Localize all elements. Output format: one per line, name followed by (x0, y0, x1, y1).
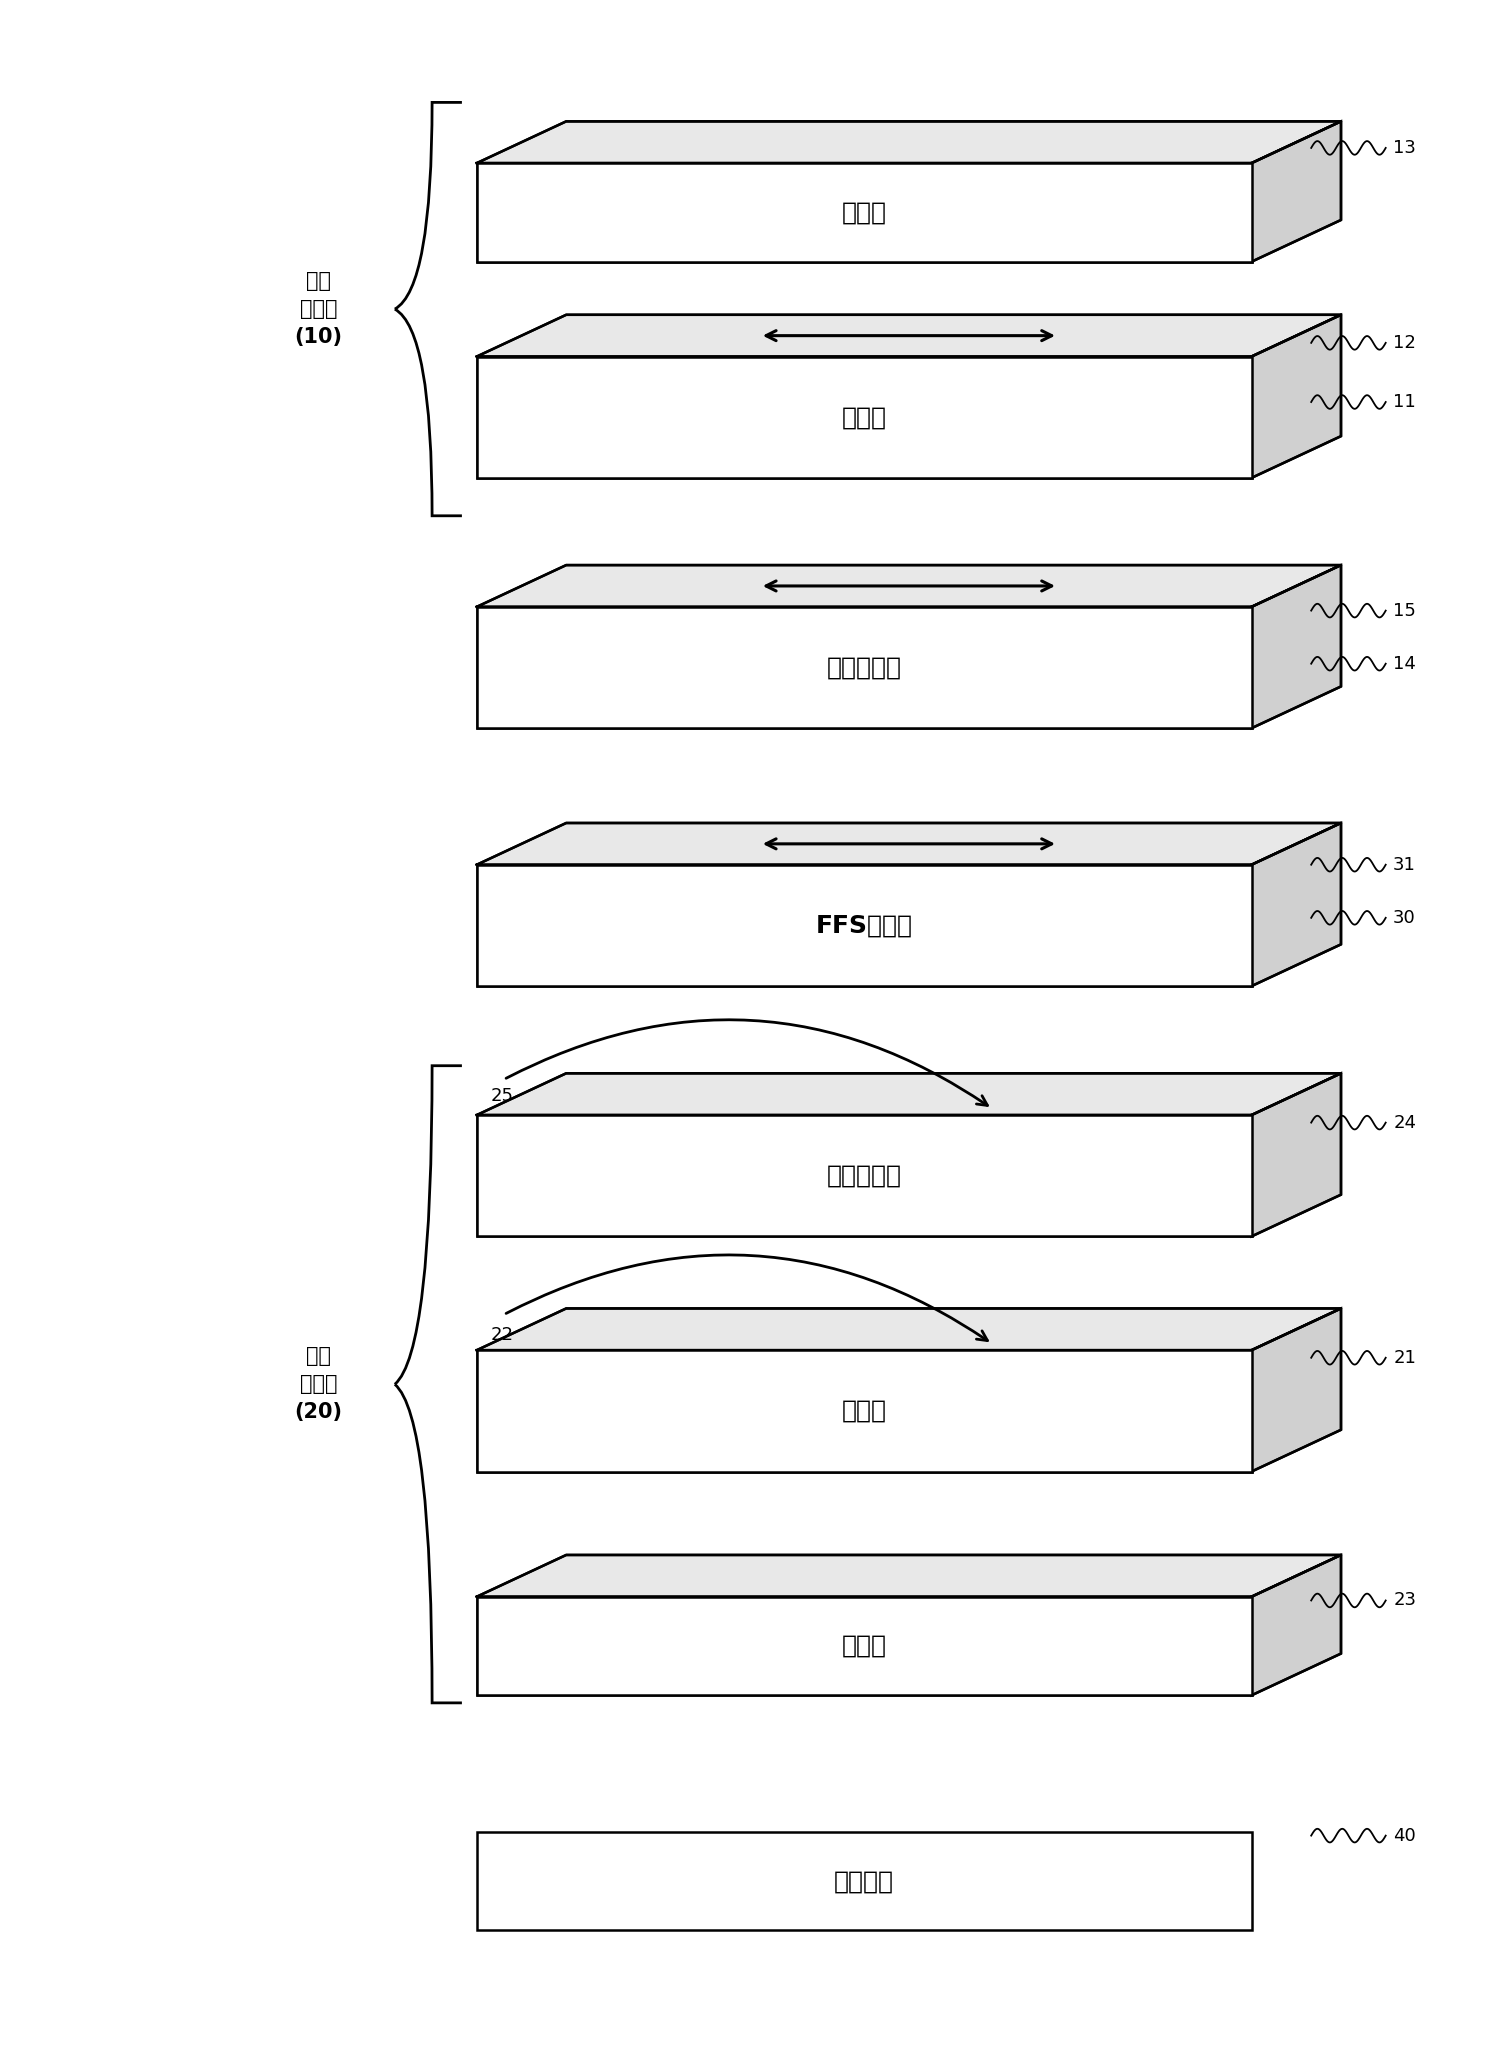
FancyBboxPatch shape (477, 164, 1252, 262)
Text: 第一补偿膜: 第一补偿膜 (827, 655, 901, 680)
Text: 保护膜: 保护膜 (842, 1634, 887, 1659)
FancyBboxPatch shape (477, 1114, 1252, 1237)
Text: 第一
偏振板
(10): 第一 偏振板 (10) (295, 270, 343, 346)
Polygon shape (1252, 1309, 1341, 1473)
Polygon shape (477, 823, 1341, 864)
Polygon shape (1252, 121, 1341, 262)
Polygon shape (477, 315, 1341, 356)
Text: 15: 15 (1393, 602, 1416, 621)
Polygon shape (1252, 315, 1341, 477)
FancyBboxPatch shape (477, 606, 1252, 729)
Polygon shape (477, 121, 1341, 164)
Text: 13: 13 (1393, 139, 1416, 158)
Polygon shape (477, 1309, 1341, 1350)
Text: 第二
偏振板
(20): 第二 偏振板 (20) (295, 1346, 343, 1421)
Polygon shape (477, 1554, 1341, 1597)
FancyBboxPatch shape (477, 1597, 1252, 1696)
Text: 偏振片: 偏振片 (842, 406, 887, 430)
Text: 14: 14 (1393, 655, 1416, 672)
FancyBboxPatch shape (477, 864, 1252, 985)
Text: 21: 21 (1393, 1350, 1416, 1366)
Text: 第二补偿膜: 第二补偿膜 (827, 1163, 901, 1188)
Text: 40: 40 (1393, 1827, 1416, 1845)
FancyBboxPatch shape (477, 1114, 1252, 1237)
Text: 31: 31 (1393, 856, 1416, 874)
Text: 23: 23 (1393, 1591, 1416, 1610)
Text: 24: 24 (1393, 1114, 1416, 1133)
FancyBboxPatch shape (477, 606, 1252, 729)
Text: 保护膜: 保护膜 (842, 201, 887, 225)
Text: 30: 30 (1393, 909, 1416, 928)
FancyBboxPatch shape (477, 356, 1252, 477)
FancyBboxPatch shape (477, 1350, 1252, 1473)
Text: 22: 22 (490, 1325, 513, 1343)
Polygon shape (1252, 1073, 1341, 1237)
Text: 背光模组: 背光模组 (834, 1870, 894, 1892)
FancyBboxPatch shape (477, 864, 1252, 985)
Polygon shape (1252, 565, 1341, 729)
FancyBboxPatch shape (477, 356, 1252, 477)
FancyBboxPatch shape (477, 1350, 1252, 1473)
Text: 25: 25 (490, 1087, 513, 1106)
Polygon shape (477, 1073, 1341, 1114)
FancyBboxPatch shape (477, 164, 1252, 262)
Polygon shape (1252, 823, 1341, 985)
Polygon shape (1252, 1554, 1341, 1696)
Text: 偏振片: 偏振片 (842, 1399, 887, 1423)
Text: 12: 12 (1393, 334, 1416, 352)
Polygon shape (477, 565, 1341, 606)
Text: 11: 11 (1393, 393, 1416, 412)
FancyBboxPatch shape (477, 1831, 1252, 1931)
Text: FFS液晶盒: FFS液晶盒 (815, 913, 913, 938)
FancyBboxPatch shape (477, 1597, 1252, 1696)
